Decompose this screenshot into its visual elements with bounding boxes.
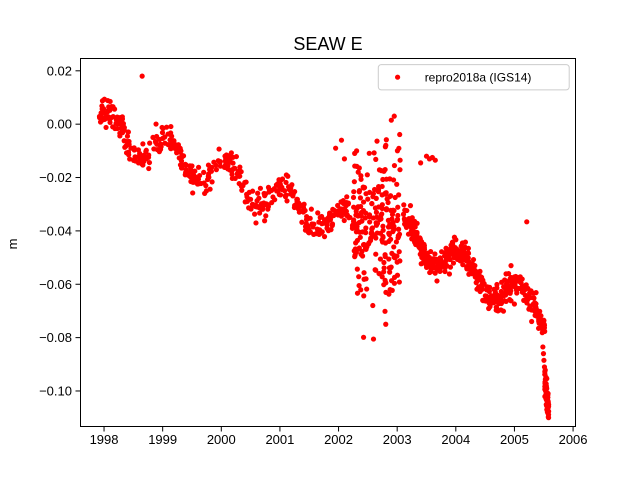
svg-text:−0.10: −0.10 [39,383,72,398]
svg-text:1999: 1999 [148,432,177,447]
svg-text:repro2018a (IGS14): repro2018a (IGS14) [425,70,532,84]
svg-text:−0.08: −0.08 [39,330,72,345]
svg-text:−0.06: −0.06 [39,277,72,292]
svg-text:2001: 2001 [265,432,294,447]
svg-text:2005: 2005 [500,432,529,447]
svg-text:2003: 2003 [383,432,412,447]
svg-text:2002: 2002 [324,432,353,447]
svg-text:2006: 2006 [559,432,588,447]
svg-text:m: m [5,239,20,250]
svg-text:2000: 2000 [207,432,236,447]
svg-text:1998: 1998 [90,432,119,447]
svg-text:SEAW E: SEAW E [293,34,362,54]
svg-text:0.02: 0.02 [47,63,72,78]
svg-text:0.00: 0.00 [47,117,72,132]
svg-text:2004: 2004 [441,432,470,447]
svg-text:−0.04: −0.04 [39,223,72,238]
svg-text:−0.02: −0.02 [39,170,72,185]
